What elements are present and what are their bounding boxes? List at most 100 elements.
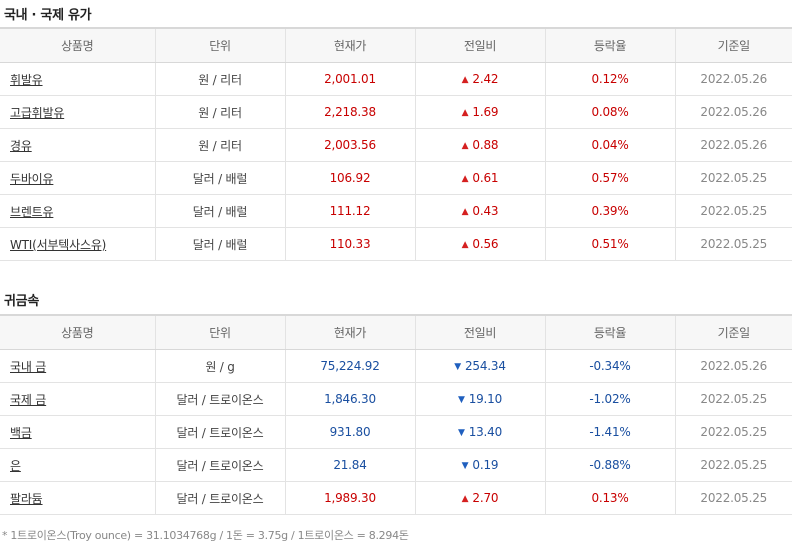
change-cell: ▼ 19.10 (414, 382, 545, 416)
change-value: 0.56 (472, 237, 499, 251)
current-price-cell: 2,218.38 (284, 95, 415, 129)
base-date-cell: 2022.05.26 (674, 62, 792, 96)
header-unit: 단위 (154, 27, 285, 63)
triangle-up-icon: ▲ (461, 240, 469, 250)
product-name-cell: 국제 금 (0, 382, 155, 416)
change-value: 0.19 (472, 458, 499, 472)
product-name-cell: WTI(서부텍사스유) (0, 227, 155, 261)
header-change: 전일비 (414, 27, 545, 63)
change-value: 0.61 (472, 171, 499, 185)
base-date-cell: 2022.05.25 (674, 194, 792, 228)
table-row: 팔라듐 달러 / 트로이온스 1,989.30 ▲ 2.70 0.13% 2022.05.2… (0, 481, 792, 515)
current-price-cell: 931.80 (284, 415, 415, 449)
product-name-cell: 국내 금 (0, 349, 155, 383)
table-row: 브렌트유 달러 / 배럴 111.12 ▲ 0.43 0.39% 2022.05.25 (0, 194, 792, 228)
change-cell: ▲ 2.42 (414, 62, 545, 96)
triangle-down-icon: ▼ (461, 461, 469, 471)
base-date-cell: 2022.05.25 (674, 481, 792, 515)
table-row: 경유 원 / 리터 2,003.56 ▲ 0.88 0.04% 2022.05.26 (0, 128, 792, 162)
current-price-cell: 110.33 (284, 227, 415, 261)
current-price-cell: 2,001.01 (284, 62, 415, 96)
triangle-up-icon: ▲ (461, 174, 469, 184)
product-name-link[interactable]: 휘발유 (10, 72, 43, 87)
header-change-rate: 등락율 (544, 27, 675, 63)
product-name-link[interactable]: 경유 (10, 138, 32, 153)
change-cell: ▼ 254.34 (414, 349, 545, 383)
triangle-up-icon: ▲ (461, 207, 469, 217)
base-date-cell: 2022.05.26 (674, 95, 792, 129)
change-rate-cell: 0.04% (544, 128, 675, 162)
header-unit: 단위 (154, 314, 285, 350)
header-change-rate: 등락율 (544, 314, 675, 350)
unit-footnote: * 1트로이온스(Troy ounce) = 31.1034768g / 1돈 … (2, 529, 409, 542)
change-value: 2.42 (472, 72, 499, 86)
oil-section-title: 국내 · 국제 유가 (4, 8, 92, 23)
triangle-down-icon: ▼ (454, 362, 461, 372)
change-rate-cell: -0.88% (544, 448, 675, 482)
product-name-cell: 브렌트유 (0, 194, 155, 228)
product-name-link[interactable]: 브렌트유 (10, 204, 54, 219)
change-cell: ▼ 13.40 (414, 415, 545, 449)
product-name-link[interactable]: 두바이유 (10, 171, 54, 186)
base-date-cell: 2022.05.25 (674, 227, 792, 261)
header-product-name: 상품명 (0, 314, 155, 350)
change-cell: ▲ 0.88 (414, 128, 545, 162)
current-price-cell: 106.92 (284, 161, 415, 195)
change-cell: ▲ 0.56 (414, 227, 545, 261)
base-date-cell: 2022.05.26 (674, 128, 792, 162)
oil-price-table: 상품명 단위 현재가 전일비 등락율 기준일 휘발유 원 / 리터 2,001.01… (0, 27, 792, 261)
product-name-cell: 은 (0, 448, 155, 482)
product-name-link[interactable]: 팔라듐 (10, 491, 43, 506)
product-name-cell: 휘발유 (0, 62, 155, 96)
change-cell: ▲ 0.61 (414, 161, 545, 195)
base-date-cell: 2022.05.26 (674, 349, 792, 383)
change-rate-cell: 0.08% (544, 95, 675, 129)
header-current-price: 현재가 (284, 27, 415, 63)
product-name-link[interactable]: 고급휘발유 (10, 105, 65, 120)
unit-cell: 달러 / 트로이온스 (154, 481, 285, 515)
current-price-cell: 111.12 (284, 194, 415, 228)
product-name-link[interactable]: 은 (10, 458, 21, 473)
base-date-cell: 2022.05.25 (674, 415, 792, 449)
product-name-cell: 팔라듐 (0, 481, 155, 515)
unit-cell: 달러 / 트로이온스 (154, 382, 285, 416)
change-rate-cell: -1.02% (544, 382, 675, 416)
change-rate-cell: 0.12% (544, 62, 675, 96)
metal-section-title: 귀금속 (4, 294, 39, 309)
change-value: 0.43 (472, 204, 499, 218)
table-row: WTI(서부텍사스유) 달러 / 배럴 110.33 ▲ 0.56 0.51% 2022.0… (0, 227, 792, 261)
triangle-up-icon: ▲ (461, 75, 469, 85)
product-name-link[interactable]: 국내 금 (10, 359, 47, 374)
header-change: 전일비 (414, 314, 545, 350)
change-rate-cell: 0.39% (544, 194, 675, 228)
product-name-link[interactable]: 백금 (10, 425, 32, 440)
unit-cell: 원 / 리터 (154, 62, 285, 96)
change-value: 0.88 (472, 138, 499, 152)
product-name-cell: 두바이유 (0, 161, 155, 195)
triangle-down-icon: ▼ (457, 428, 465, 438)
table-row: 국제 금 달러 / 트로이온스 1,846.30 ▼ 19.10 -1.02% 2022.0… (0, 382, 792, 416)
base-date-cell: 2022.05.25 (674, 448, 792, 482)
header-base-date: 기준일 (674, 314, 792, 350)
table-row: 고급휘발유 원 / 리터 2,218.38 ▲ 1.69 0.08% 2022.05.26 (0, 95, 792, 129)
change-cell: ▼ 0.19 (414, 448, 545, 482)
unit-cell: 원 / 리터 (154, 95, 285, 129)
product-name-link[interactable]: WTI(서부텍사스유) (10, 237, 107, 252)
unit-cell: 달러 / 배럴 (154, 161, 285, 195)
current-price-cell: 75,224.92 (284, 349, 415, 383)
current-price-cell: 2,003.56 (284, 128, 415, 162)
header-current-price: 현재가 (284, 314, 415, 350)
current-price-cell: 1,989.30 (284, 481, 415, 515)
unit-cell: 원 / 리터 (154, 128, 285, 162)
product-name-link[interactable]: 국제 금 (10, 392, 47, 407)
header-product-name: 상품명 (0, 27, 155, 63)
change-rate-cell: -1.41% (544, 415, 675, 449)
change-value: 254.34 (464, 359, 506, 373)
product-name-cell: 백금 (0, 415, 155, 449)
header-base-date: 기준일 (674, 27, 792, 63)
table-row: 두바이유 달러 / 배럴 106.92 ▲ 0.61 0.57% 2022.05.25 (0, 161, 792, 195)
base-date-cell: 2022.05.25 (674, 161, 792, 195)
unit-cell: 원 / g (154, 349, 285, 383)
triangle-up-icon: ▲ (461, 141, 469, 151)
